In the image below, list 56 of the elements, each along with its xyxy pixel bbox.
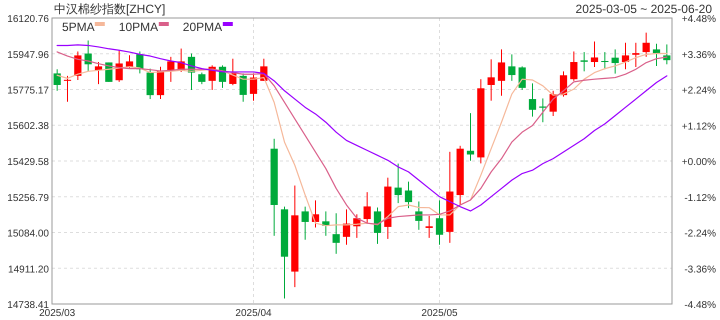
candlestick <box>508 54 516 82</box>
candlestick <box>374 206 382 244</box>
candlestick <box>54 68 61 92</box>
y-tick-label: 15429.58 <box>7 157 50 168</box>
candlestick <box>518 66 526 90</box>
y2-tick-label: +4.48% <box>682 14 716 25</box>
candlestick <box>198 72 206 85</box>
x-tick-label: 2025/03 <box>39 308 76 319</box>
chart-title: 中汉棉纱指数[ZHCY] <box>54 2 166 16</box>
candlestick <box>64 75 72 102</box>
candlestick <box>84 40 92 72</box>
x-tick-label: 2025/04 <box>235 308 272 319</box>
candlestick <box>146 68 154 100</box>
candlestick <box>580 52 588 72</box>
y-tick-label: 15775.17 <box>7 86 50 96</box>
candlestick <box>528 82 536 118</box>
candlestick <box>116 50 123 82</box>
y-tick-label: 15256.79 <box>7 192 50 204</box>
y-tick-label: 15084.00 <box>7 228 50 240</box>
y-tick-label: 15947.96 <box>7 50 50 61</box>
candlestick <box>302 206 309 240</box>
candlestick <box>415 200 422 230</box>
y-tick-label: 15602.38 <box>7 121 50 132</box>
y2-tick-label: -2.24% <box>684 228 716 240</box>
candlestick <box>426 215 433 238</box>
y2-tick-label: +1.12% <box>682 121 716 132</box>
y-tick-label: 14911.20 <box>8 264 50 276</box>
candlestick <box>332 212 340 254</box>
candlestick <box>488 58 495 102</box>
legend-label: 5PMA <box>62 20 95 34</box>
candlestick <box>240 72 247 102</box>
y2-tick-label: -3.36% <box>684 264 716 276</box>
chart-subtitle: 2025-03-05 ~ 2025-06-20 <box>576 2 712 16</box>
legend-label: 20PMA <box>182 20 222 34</box>
candlestick <box>466 112 474 162</box>
candlestick <box>498 48 506 96</box>
candlestick <box>632 42 640 68</box>
candlestick <box>612 48 619 74</box>
candlestick <box>394 163 402 204</box>
x-tick-label: 2025/05 <box>421 308 458 319</box>
y2-tick-label: -4.48% <box>684 300 716 311</box>
candlestick <box>436 200 444 246</box>
candlestick <box>229 58 236 86</box>
candlestick <box>364 192 371 224</box>
candlestick <box>601 52 608 70</box>
y2-tick-label: +0.00% <box>682 157 716 168</box>
candlestick <box>642 32 650 58</box>
candlestick <box>570 50 578 82</box>
y2-tick-label: -1.12% <box>684 192 716 204</box>
y2-tick-label: +3.36% <box>682 50 716 61</box>
candlestick <box>404 181 412 209</box>
candlestick <box>652 43 660 66</box>
y2-tick-label: +2.24% <box>682 86 716 96</box>
y-tick-label: 16120.76 <box>7 14 50 25</box>
legend-label: 10PMA <box>118 20 158 34</box>
candlestick <box>590 41 598 68</box>
